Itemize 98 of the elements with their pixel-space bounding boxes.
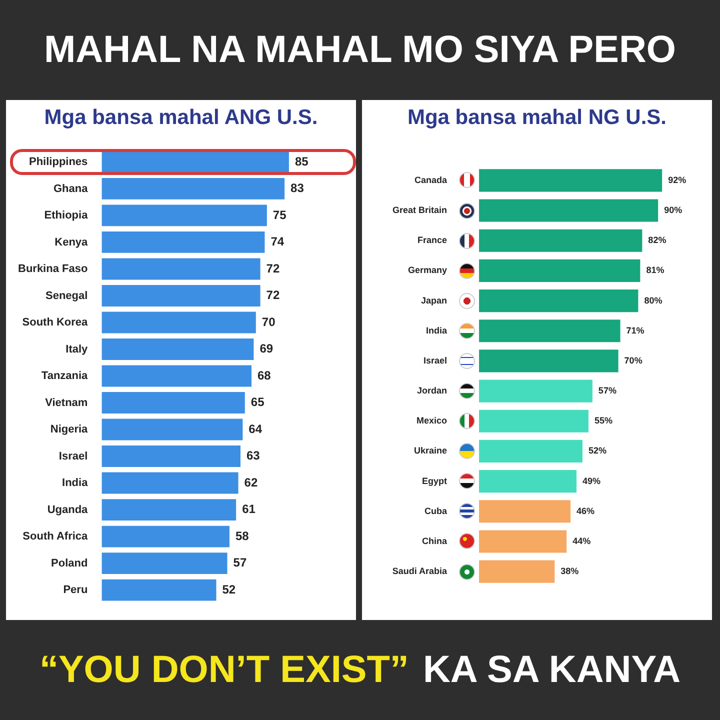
data-label: 52% xyxy=(588,446,607,456)
y-tick-label: Ethiopia xyxy=(44,210,89,222)
text: KA SA KANYA xyxy=(422,648,681,692)
text: “YOU DON’T EXIST” xyxy=(39,648,409,692)
y-tick-label: Germany xyxy=(408,265,448,276)
data-label: 81% xyxy=(646,265,664,276)
y-tick-label: India xyxy=(62,477,89,490)
bar xyxy=(479,350,618,372)
y-tick-label: Kenya xyxy=(54,236,89,248)
bar xyxy=(102,365,252,387)
y-tick-label: Jordan xyxy=(417,386,448,396)
y-tick-label: Ukraine xyxy=(414,446,448,456)
y-tick-label: Mexico xyxy=(416,416,448,426)
bar xyxy=(102,178,285,200)
data-label: 64 xyxy=(248,422,262,436)
data-label: 63 xyxy=(246,448,260,463)
bar xyxy=(479,259,640,282)
data-label: 46% xyxy=(576,506,595,516)
bar xyxy=(102,526,230,548)
bar xyxy=(102,579,216,601)
y-tick-label: Poland xyxy=(51,557,88,570)
y-tick-label: Burkina Faso xyxy=(18,263,88,276)
data-label: 49% xyxy=(582,476,601,486)
data-label: 72 xyxy=(266,288,280,302)
y-tick-label: France xyxy=(418,235,448,246)
bar xyxy=(479,440,582,462)
y-tick-label: Italy xyxy=(66,343,89,356)
bar xyxy=(102,499,236,520)
data-label: 55% xyxy=(594,416,612,426)
data-label: 65 xyxy=(250,395,265,410)
data-label: 61 xyxy=(242,502,256,516)
y-tick-label: South Africa xyxy=(22,530,89,543)
text: MAHAL NA MAHAL MO SIYA PERO xyxy=(44,28,676,72)
bar xyxy=(479,169,662,192)
data-label: 90% xyxy=(664,205,682,216)
y-tick-label: Cuba xyxy=(424,506,448,516)
data-label: 92% xyxy=(668,174,686,185)
y-tick-label: China xyxy=(422,536,448,546)
y-tick-label: Israel xyxy=(58,450,88,462)
bar xyxy=(479,199,658,222)
data-label: 75 xyxy=(272,208,287,222)
data-label: 71% xyxy=(626,325,644,336)
y-tick-label: Peru xyxy=(63,584,88,596)
y-tick-label: Uganda xyxy=(47,504,89,516)
y-tick-label: Vietnam xyxy=(45,396,88,409)
y-tick-label: India xyxy=(426,325,448,336)
data-label: 38% xyxy=(560,566,579,576)
bar xyxy=(479,410,588,432)
data-label: 57% xyxy=(598,386,616,396)
bar xyxy=(102,392,245,414)
bar xyxy=(102,312,256,334)
bar xyxy=(102,338,254,360)
bar xyxy=(102,285,260,306)
data-label: 72 xyxy=(266,261,280,276)
chart-title: Mga bansa mahal NG U.S. xyxy=(406,105,668,131)
bar xyxy=(479,290,638,312)
bar xyxy=(102,258,260,280)
data-label: 85 xyxy=(294,154,309,168)
data-label: 80% xyxy=(644,295,662,306)
data-label: 83 xyxy=(290,181,304,196)
y-tick-label: Canada xyxy=(414,174,448,185)
chart-title: Mga bansa mahal ANG U.S. xyxy=(43,105,319,131)
bar xyxy=(102,204,267,226)
bar xyxy=(479,320,620,342)
bar xyxy=(479,470,577,493)
data-label: 44% xyxy=(572,536,591,546)
bar xyxy=(479,380,592,402)
data-label: 68 xyxy=(258,368,272,382)
bar xyxy=(102,446,240,467)
bar xyxy=(102,552,228,574)
data-label: 82% xyxy=(648,235,666,246)
y-tick-label: Tanzania xyxy=(41,370,89,382)
bar xyxy=(102,151,289,173)
y-tick-label: Saudi Arabia xyxy=(392,566,448,576)
data-label: 69 xyxy=(260,342,274,356)
y-tick-label: Great Britain xyxy=(392,205,448,216)
data-label: 57 xyxy=(233,556,247,570)
bar xyxy=(102,418,243,440)
bar xyxy=(102,232,265,253)
data-label: 70% xyxy=(624,355,642,366)
bar xyxy=(102,472,238,494)
y-tick-label: Philippines xyxy=(28,156,88,168)
data-label: 52 xyxy=(222,582,236,596)
data-label: 74 xyxy=(270,234,284,249)
y-tick-label: Egypt xyxy=(422,476,448,486)
bar xyxy=(479,500,571,523)
bar xyxy=(479,530,567,553)
bar xyxy=(479,560,555,583)
y-tick-label: South Korea xyxy=(22,316,89,329)
y-tick-label: Ghana xyxy=(53,182,89,195)
y-tick-label: Japan xyxy=(421,295,448,306)
y-tick-label: Senegal xyxy=(45,290,88,302)
y-tick-label: Nigeria xyxy=(50,424,89,436)
data-label: 70 xyxy=(262,314,276,329)
data-label: 62 xyxy=(244,475,258,490)
y-tick-label: Israel xyxy=(423,355,448,366)
data-label: 58 xyxy=(235,528,250,543)
bar xyxy=(479,229,642,252)
